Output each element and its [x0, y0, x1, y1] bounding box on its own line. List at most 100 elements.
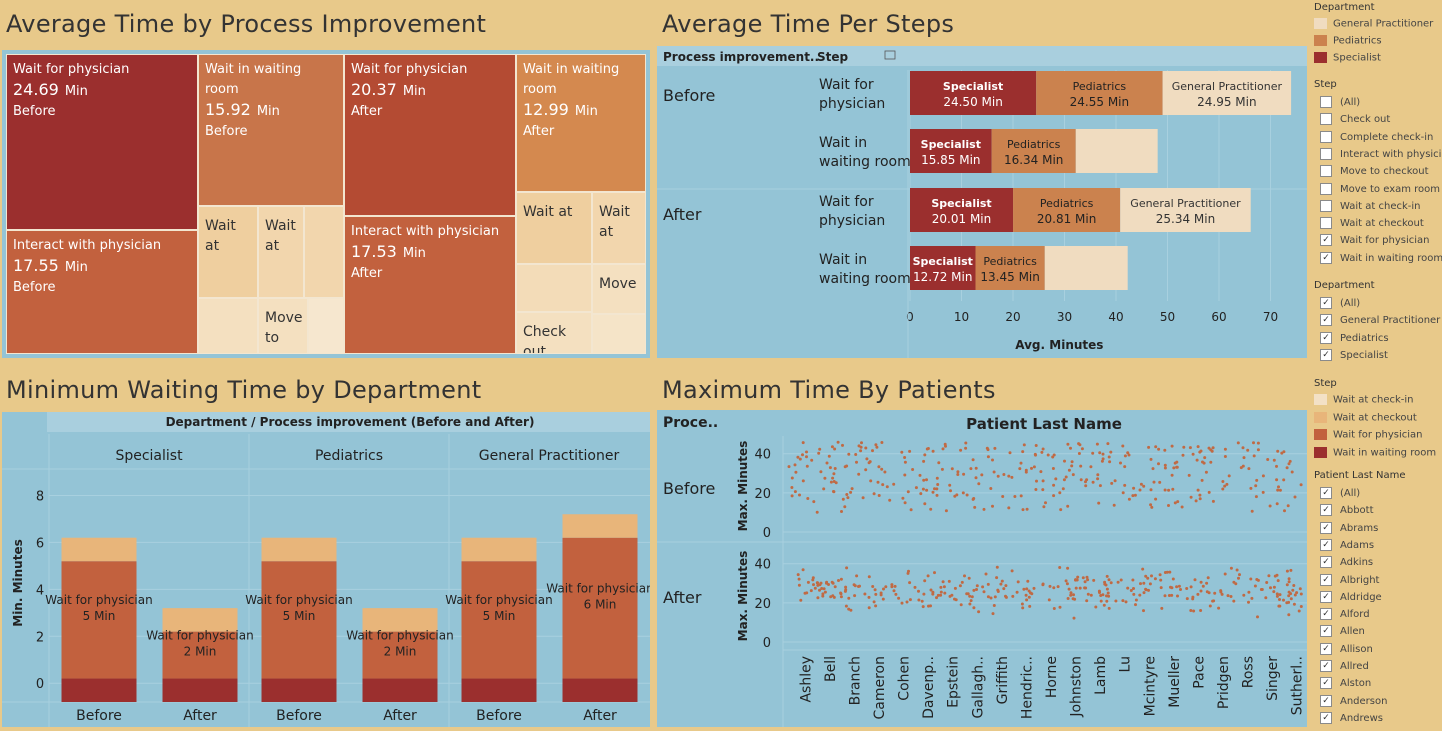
- filter-item[interactable]: Interact with physici..: [1320, 147, 1442, 160]
- checkbox-empty-icon[interactable]: [1320, 199, 1332, 212]
- checkbox-checked-icon[interactable]: ✓: [1320, 521, 1332, 534]
- filter-item[interactable]: Move to exam room: [1320, 182, 1440, 195]
- checkbox-checked-icon[interactable]: ✓: [1320, 331, 1332, 344]
- treemap-cell[interactable]: Wait at: [516, 192, 592, 264]
- filter-item[interactable]: ✓ Alford: [1320, 608, 1370, 621]
- minwait-y-label: Min. Minutes: [11, 539, 25, 627]
- treemap-cell[interactable]: Wait for physician 20.37 Min After: [344, 54, 516, 216]
- filter-item[interactable]: ✓ Specialist: [1320, 348, 1388, 361]
- filter-item[interactable]: (All): [1320, 96, 1360, 108]
- checkbox-checked-icon[interactable]: ✓: [1320, 573, 1332, 586]
- filter-item[interactable]: ✓ Aldridge: [1320, 590, 1382, 603]
- treemap-cell[interactable]: Wait at: [258, 206, 304, 298]
- maxpat-point: [975, 588, 978, 591]
- treemap-cell[interactable]: Wait for physician 24.69 Min Before: [6, 54, 198, 230]
- maxpat-point: [1028, 604, 1032, 608]
- checkbox-empty-icon[interactable]: [1320, 130, 1332, 143]
- maxpat-point: [1041, 488, 1045, 492]
- filter-item[interactable]: ✓ Albright: [1320, 573, 1379, 586]
- treemap-cell[interactable]: [308, 298, 344, 354]
- filter-item[interactable]: ✓ Abrams: [1320, 521, 1378, 534]
- maxpat-point: [1297, 609, 1301, 613]
- checkbox-checked-icon[interactable]: ✓: [1320, 608, 1332, 621]
- filter-item[interactable]: ✓ General Practitioner: [1320, 314, 1440, 327]
- filter-item[interactable]: ✓ Alston: [1320, 677, 1371, 690]
- filter-item[interactable]: ✓ Pediatrics: [1320, 331, 1389, 344]
- legend-item[interactable]: General Practitioner: [1314, 18, 1433, 30]
- filter-item[interactable]: Wait at check-in: [1320, 199, 1420, 212]
- filter-item[interactable]: Wait at checkout: [1320, 217, 1424, 230]
- filter-item[interactable]: ✓ Abbott: [1320, 504, 1374, 517]
- treemap-cell[interactable]: [198, 298, 258, 354]
- treemap-cell[interactable]: Wait in waiting room 12.99 Min After: [516, 54, 646, 192]
- filter-item[interactable]: ✓ Wait for physician: [1320, 234, 1430, 247]
- filter-item[interactable]: Check out: [1320, 113, 1390, 126]
- legend-item[interactable]: Specialist: [1314, 52, 1381, 64]
- maxpat-point: [1286, 504, 1290, 508]
- checkbox-checked-icon[interactable]: ✓: [1320, 251, 1332, 264]
- legend-item[interactable]: Wait at check-in: [1314, 394, 1413, 406]
- maxpat-point: [1234, 582, 1238, 586]
- checkbox-empty-icon[interactable]: [1320, 147, 1332, 160]
- filter-item[interactable]: ✓ Adams: [1320, 538, 1374, 551]
- maxpat-point: [940, 467, 944, 471]
- checkbox-checked-icon[interactable]: ✓: [1320, 314, 1332, 327]
- filter-item[interactable]: ✓ (All): [1320, 297, 1360, 309]
- checkbox-checked-icon[interactable]: ✓: [1320, 677, 1332, 690]
- filter-item[interactable]: ✓ (All): [1320, 487, 1360, 499]
- checkbox-checked-icon[interactable]: ✓: [1320, 487, 1332, 499]
- checkbox-checked-icon[interactable]: ✓: [1320, 504, 1332, 517]
- legend-item[interactable]: Wait in waiting room: [1314, 446, 1436, 458]
- legend-item[interactable]: Wait at checkout: [1314, 411, 1417, 423]
- checkbox-empty-icon[interactable]: [1320, 96, 1332, 108]
- filter-item[interactable]: ✓ Allred: [1320, 660, 1369, 672]
- checkbox-checked-icon[interactable]: ✓: [1320, 711, 1332, 724]
- filter-item[interactable]: Move to checkout: [1320, 165, 1429, 178]
- filter-item[interactable]: ✓ Wait in waiting room: [1320, 251, 1442, 264]
- treemap-cell[interactable]: [304, 206, 344, 298]
- treemap-cell[interactable]: [592, 314, 646, 354]
- maxpat-point: [964, 446, 968, 450]
- legend-item[interactable]: Pediatrics: [1314, 35, 1382, 47]
- filter-item[interactable]: ✓ Adkins: [1320, 556, 1373, 569]
- checkbox-empty-icon[interactable]: [1320, 113, 1332, 126]
- checkbox-checked-icon[interactable]: ✓: [1320, 642, 1332, 655]
- checkbox-empty-icon[interactable]: [1320, 182, 1332, 195]
- checkbox-checked-icon[interactable]: ✓: [1320, 538, 1332, 551]
- filter-label: Wait at checkout: [1340, 218, 1424, 230]
- treemap-cell[interactable]: Wait in waiting room 15.92 Min Before: [198, 54, 344, 206]
- checkbox-checked-icon[interactable]: ✓: [1320, 234, 1332, 247]
- treemap-cell[interactable]: Move: [592, 264, 646, 314]
- checkbox-empty-icon[interactable]: [1320, 165, 1332, 178]
- checkbox-empty-icon[interactable]: [1320, 217, 1332, 230]
- treemap-cell[interactable]: Interact with physician 17.55 Min Before: [6, 230, 198, 354]
- checkbox-checked-icon[interactable]: ✓: [1320, 625, 1332, 638]
- filter-item[interactable]: ✓ Andrews: [1320, 711, 1383, 724]
- filter-item[interactable]: ✓ Allison: [1320, 642, 1373, 655]
- maxpat-point: [965, 493, 969, 497]
- maxpat-point: [1000, 579, 1004, 583]
- maxpat-point: [1044, 501, 1047, 505]
- treemap-cell[interactable]: Check out: [516, 312, 592, 354]
- filter-item[interactable]: ✓ Allen: [1320, 625, 1365, 638]
- maxpat-point: [903, 456, 907, 459]
- treemap-cell[interactable]: Wait at: [592, 192, 646, 264]
- checkbox-checked-icon[interactable]: ✓: [1320, 348, 1332, 361]
- checkbox-checked-icon[interactable]: ✓: [1320, 694, 1332, 707]
- checkbox-checked-icon[interactable]: ✓: [1320, 297, 1332, 309]
- treemap-cell[interactable]: Wait at: [198, 206, 258, 298]
- maxpat-point: [874, 592, 878, 596]
- checkbox-checked-icon[interactable]: ✓: [1320, 660, 1332, 672]
- maxpat-point: [864, 446, 868, 450]
- maxpat-point: [890, 585, 894, 589]
- filter-item[interactable]: ✓ Anderson: [1320, 694, 1387, 707]
- treemap-cell-label: Move to: [265, 310, 303, 346]
- filter-label: Complete check-in: [1340, 131, 1434, 143]
- treemap-cell[interactable]: [516, 264, 592, 312]
- legend-item[interactable]: Wait for physician: [1314, 429, 1423, 441]
- checkbox-checked-icon[interactable]: ✓: [1320, 556, 1332, 569]
- treemap-cell[interactable]: Move to: [258, 298, 308, 354]
- checkbox-checked-icon[interactable]: ✓: [1320, 590, 1332, 603]
- treemap-cell[interactable]: Interact with physician 17.53 Min After: [344, 216, 516, 354]
- filter-item[interactable]: Complete check-in: [1320, 130, 1434, 143]
